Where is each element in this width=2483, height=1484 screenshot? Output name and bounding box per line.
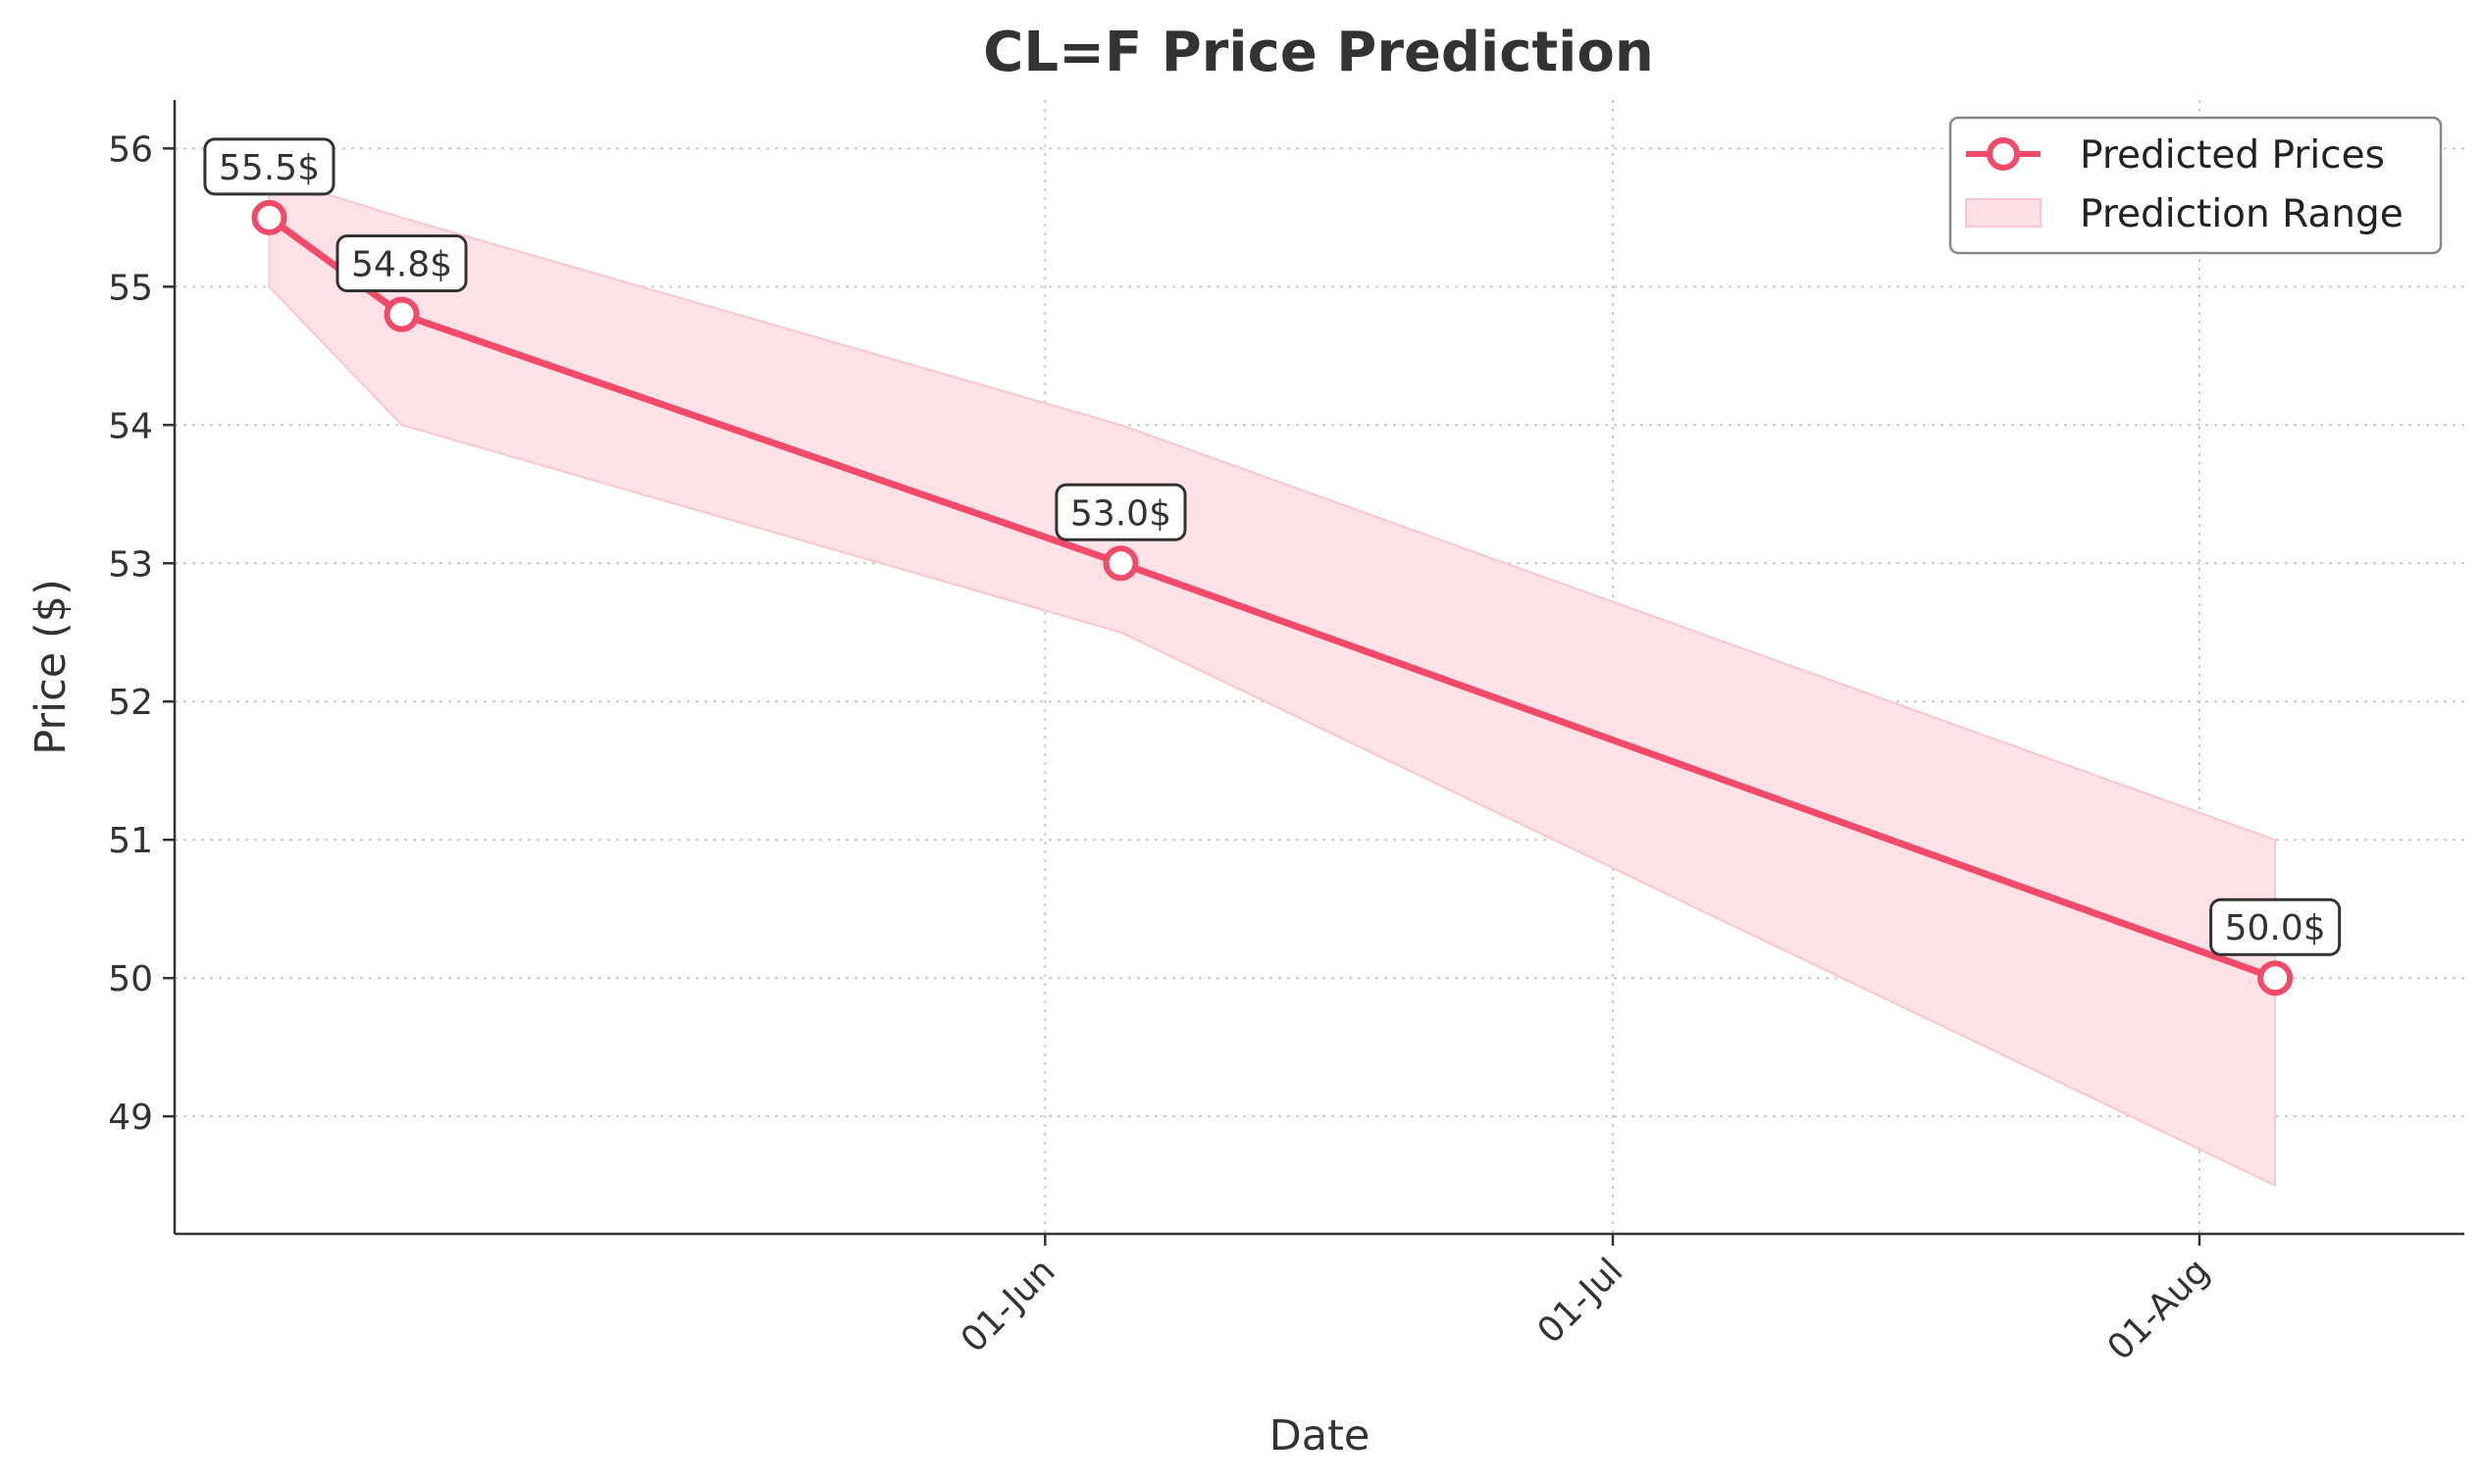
predicted-prices-line [267,215,2277,982]
data-point-0 [251,199,287,235]
data-point-2 [1103,545,1139,582]
data-label-box-3 [2209,897,2342,956]
data-label-text-3: 50.0$ [2225,908,2326,948]
legend-box [1948,116,2443,255]
y-tick-label-5: 54 [108,406,153,446]
data-label-3: 50.0$ [2209,897,2342,956]
data-label-0: 55.5$ [203,137,336,196]
prediction-range-band [268,175,2277,1188]
data-label-1: 54.8$ [336,234,468,293]
data-label-text-2: 53.0$ [1070,493,1171,534]
y-tick-label-0: 49 [108,1098,153,1138]
legend: Predicted Prices Prediction Range [1948,116,2443,255]
data-point-1 [384,296,420,333]
axes [173,100,2464,1236]
data-labels: 55.5$ 54.8$ 53.0$ 50.0$ [203,137,2342,956]
data-point-3 [2257,960,2294,997]
data-label-box-1 [336,234,468,293]
x-axis-label: Date [1269,1411,1371,1460]
legend-range-swatch [1965,198,2042,228]
data-label-text-0: 55.5$ [219,148,320,188]
y-tick-label-4: 53 [108,544,153,585]
legend-marker-swatch [1987,137,2020,171]
y-tick-label-1: 50 [108,959,153,999]
data-label-2: 53.0$ [1055,483,1187,541]
y-tick-label-6: 55 [108,268,153,308]
predicted-prices-series [251,199,2294,997]
prediction-range-area [268,175,2277,1188]
data-label-box-0 [203,137,336,196]
y-tick-label-7: 56 [108,129,153,170]
y-axis-label: Price ($) [26,579,76,754]
data-label-text-1: 54.8$ [351,245,452,285]
y-tick-label-3: 52 [108,683,153,723]
x-ticks: 01-Jun 01-Jul 01-Aug [954,1234,2217,1368]
x-tick-label-0: 01-Jun [954,1251,1063,1360]
y-tick-label-2: 51 [108,821,153,861]
chart-title: CL=F Price Prediction [983,21,1653,84]
y-ticks: 49 50 51 52 53 54 55 56 [108,129,175,1138]
legend-label-prediction-range: Prediction Range [2080,192,2404,236]
legend-label-predicted-prices: Predicted Prices [2080,133,2385,178]
data-label-box-2 [1055,483,1187,541]
x-tick-label-1: 01-Jul [1530,1251,1631,1352]
x-tick-label-2: 01-Aug [2100,1251,2218,1368]
